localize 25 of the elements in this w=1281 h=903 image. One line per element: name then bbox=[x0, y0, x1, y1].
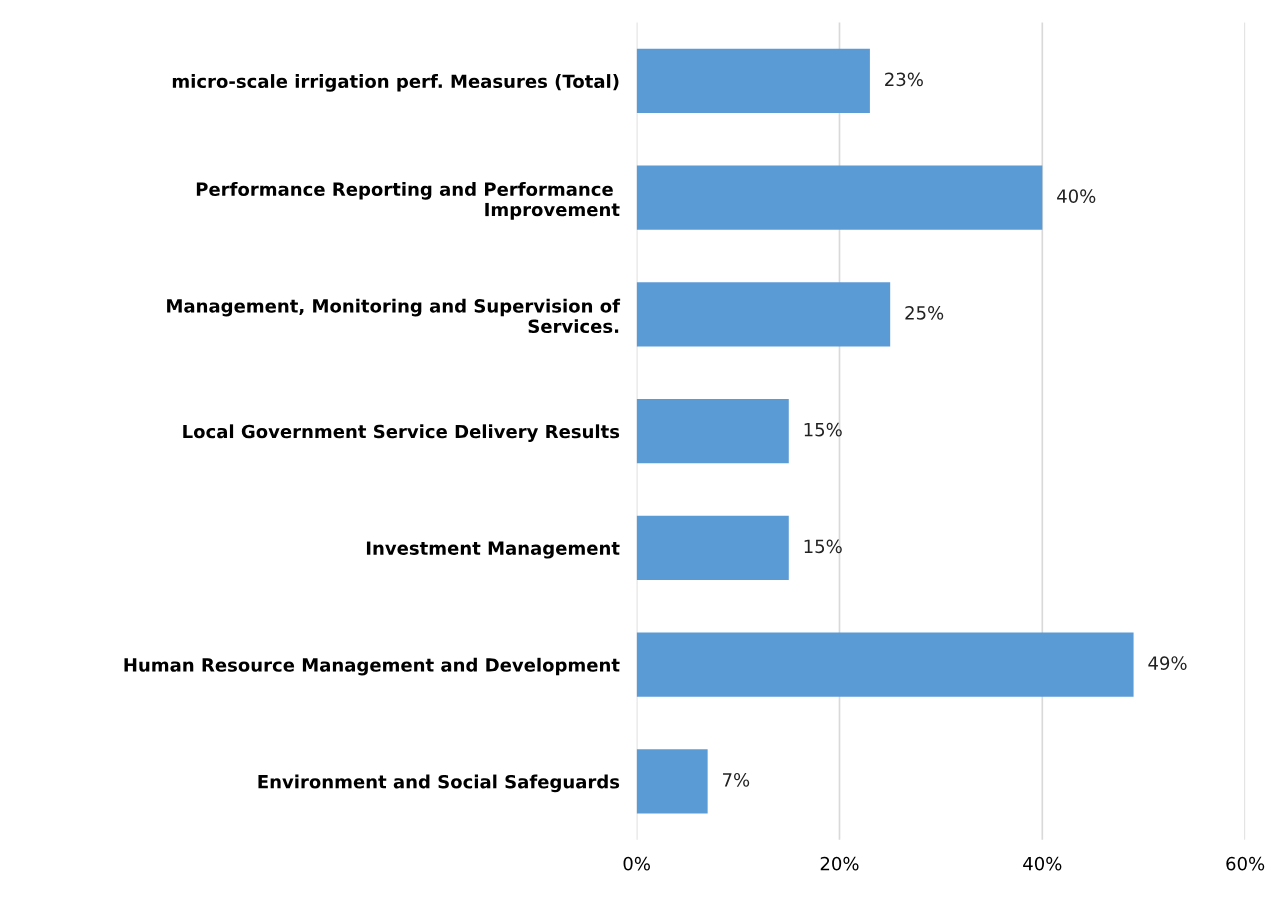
data-label: 25% bbox=[905, 306, 944, 320]
bar bbox=[636, 399, 789, 464]
bar bbox=[636, 48, 870, 114]
y-tick-label: Performance Reporting and Performance Improvement bbox=[196, 182, 620, 220]
data-label: 49% bbox=[1148, 656, 1187, 670]
y-tick-label: micro-scale irrigation perf. Measures (Total) bbox=[172, 74, 619, 92]
x-tick-label: 60% bbox=[1226, 856, 1265, 871]
x-tick-label: 0% bbox=[623, 856, 650, 871]
bar bbox=[636, 282, 891, 347]
data-label: 23% bbox=[885, 72, 923, 87]
y-tick-label: Local Government Service Delivery Results bbox=[183, 424, 620, 442]
bar bbox=[636, 749, 708, 814]
x-tick-label: 40% bbox=[1023, 856, 1062, 871]
y-tick-label: Environment and Social Safeguards bbox=[258, 774, 620, 793]
y-tick-label: Investment Management bbox=[366, 541, 620, 559]
bar bbox=[636, 165, 1043, 230]
data-label: 15% bbox=[804, 422, 842, 437]
y-tick-label: Human Resource Management and Development bbox=[124, 657, 620, 676]
data-label: 40% bbox=[1057, 189, 1096, 203]
data-label: 15% bbox=[804, 539, 842, 554]
y-tick-label: Management, Monitoring and Supervision of Services. bbox=[167, 298, 621, 334]
x-tick-label: 20% bbox=[820, 856, 859, 871]
bar bbox=[636, 515, 789, 581]
bar bbox=[636, 632, 1134, 697]
data-label: 7% bbox=[723, 773, 750, 787]
